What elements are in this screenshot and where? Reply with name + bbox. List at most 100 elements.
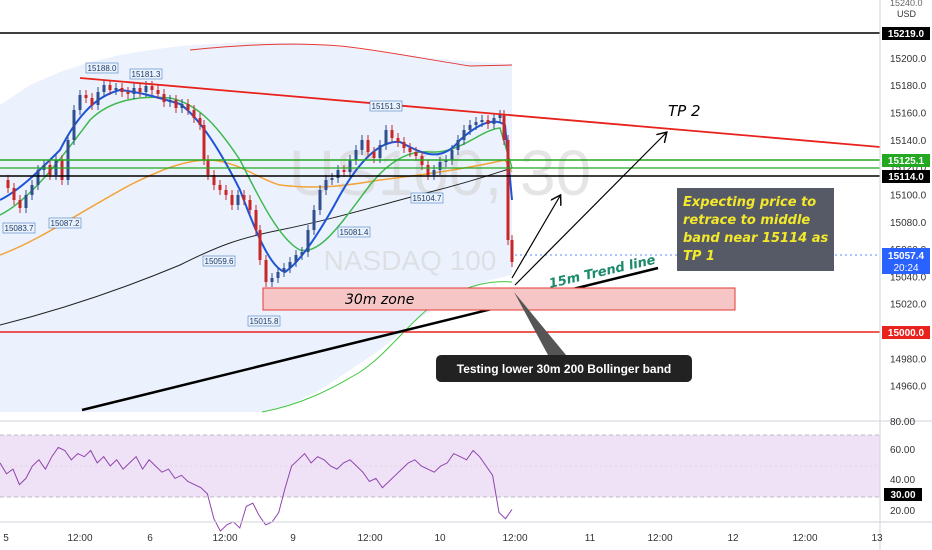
bollinger-upper-line [189, 43, 513, 67]
candle-body [510, 240, 514, 262]
rsi-current: 30.00 [890, 490, 915, 501]
price-tick-label: 15120.0 [890, 163, 927, 174]
watermark-exchange: NASDAQ 100 [324, 245, 497, 276]
price-tick-label: 15020.0 [890, 300, 927, 311]
time-tick-label: 12 [727, 533, 739, 544]
candle-body [462, 130, 466, 140]
candle-body [372, 152, 376, 158]
time-tick-label: 12:00 [212, 533, 237, 544]
tag-15114: 15114.0 [888, 172, 924, 183]
candle-body [248, 200, 252, 210]
candle-body [324, 180, 328, 190]
tp2-label: TP 2 [668, 102, 701, 120]
time-tick-label: 5 [3, 533, 9, 544]
candle-body [78, 95, 82, 110]
rsi-tick-40: 40.00 [890, 475, 915, 486]
candle-body [378, 145, 382, 158]
rsi-line [0, 446, 513, 532]
candle-body [486, 120, 490, 124]
zone-30m [262, 287, 736, 311]
label-15181: 15181.3 [132, 70, 161, 79]
note-line-4: TP 1 [683, 249, 715, 264]
candle-body [242, 195, 246, 200]
label-15059: 15059.6 [205, 257, 234, 266]
candle-body [126, 92, 130, 94]
candle-body [84, 95, 88, 98]
tag-15000: 15000.0 [888, 328, 925, 339]
candle-body [276, 272, 280, 278]
candle-body [120, 88, 124, 92]
candle-body [36, 170, 40, 185]
price-tick-label: 15080.0 [890, 218, 927, 229]
candle-body [202, 125, 206, 160]
candle-body [224, 190, 228, 195]
tag-current: 15057.4 [888, 251, 925, 262]
candle-body [192, 110, 196, 118]
candle-body [132, 88, 136, 94]
candle-body [330, 178, 334, 180]
candle-body [498, 115, 502, 118]
candle-body [480, 120, 484, 122]
candle-body [218, 185, 222, 190]
candle-body [30, 185, 34, 195]
candle-body [90, 98, 94, 105]
time-tick-label: 10 [434, 533, 446, 544]
tag-timer: 20:24 [893, 263, 918, 274]
candle-body [258, 230, 262, 260]
label-15151: 15151.3 [372, 102, 401, 111]
price-tick-label: 15140.0 [890, 136, 927, 147]
label-15083: 15083.7 [5, 224, 34, 233]
candle-body [264, 260, 268, 282]
note-line-3: band near 15114 as [683, 231, 828, 246]
candle-body [186, 104, 190, 110]
candle-body [162, 94, 166, 102]
candle-body [318, 190, 322, 210]
candle-body [254, 210, 258, 230]
candle-body [294, 255, 298, 262]
resistance-trendline [79, 77, 881, 148]
candle-body [102, 85, 106, 92]
tp1-arrow [511, 196, 560, 279]
candle-body [198, 118, 202, 125]
candle-body [384, 130, 388, 145]
tag-15219: 15219.0 [888, 29, 925, 40]
candle-body [230, 195, 234, 205]
time-tick-label: 9 [290, 533, 296, 544]
candle-body [114, 88, 118, 90]
candle-body [270, 278, 274, 282]
candle-body [432, 170, 436, 175]
time-tick-label: 12:00 [647, 533, 672, 544]
price-tick-label: 15040.0 [890, 272, 927, 283]
price-tick-label: 15200.0 [890, 54, 927, 65]
rsi-tick-60: 60.00 [890, 445, 915, 456]
time-tick-label: 6 [147, 533, 153, 544]
candle-body [236, 195, 240, 205]
time-tick-label: 12:00 [67, 533, 92, 544]
candle-body [408, 148, 412, 152]
candle-body [450, 150, 454, 160]
price-tick-label: 15180.0 [890, 81, 927, 92]
candle-body [18, 200, 22, 208]
candle-body [492, 118, 496, 124]
candle-body [348, 160, 352, 172]
candle-body [390, 130, 394, 138]
top-partial-label: 15240.0 [890, 0, 923, 8]
price-tick-label: 14960.0 [890, 382, 927, 393]
candle-body [468, 125, 472, 130]
price-tick-label: 14980.0 [890, 354, 927, 365]
callout-box [436, 355, 692, 382]
candle-body [506, 140, 510, 240]
candle-body [96, 92, 100, 105]
candle-body [396, 138, 400, 142]
candle-body [174, 100, 178, 108]
time-tick-label: 13 [871, 533, 883, 544]
candle-price-labels: 15188.0 15181.3 15151.3 15083.7 15087.2 … [2, 62, 444, 327]
time-tick-label: 12:00 [792, 533, 817, 544]
candle-body [354, 150, 358, 160]
time-axis[interactable]: 5 12:00 6 12:00 9 12:00 10 12:00 11 12:00 12 12:00 1… [3, 533, 883, 544]
time-tick-label: 12:00 [502, 533, 527, 544]
candle-body [144, 86, 148, 92]
tp2-arrow [514, 133, 666, 286]
label-15015: 15015.8 [250, 317, 279, 326]
